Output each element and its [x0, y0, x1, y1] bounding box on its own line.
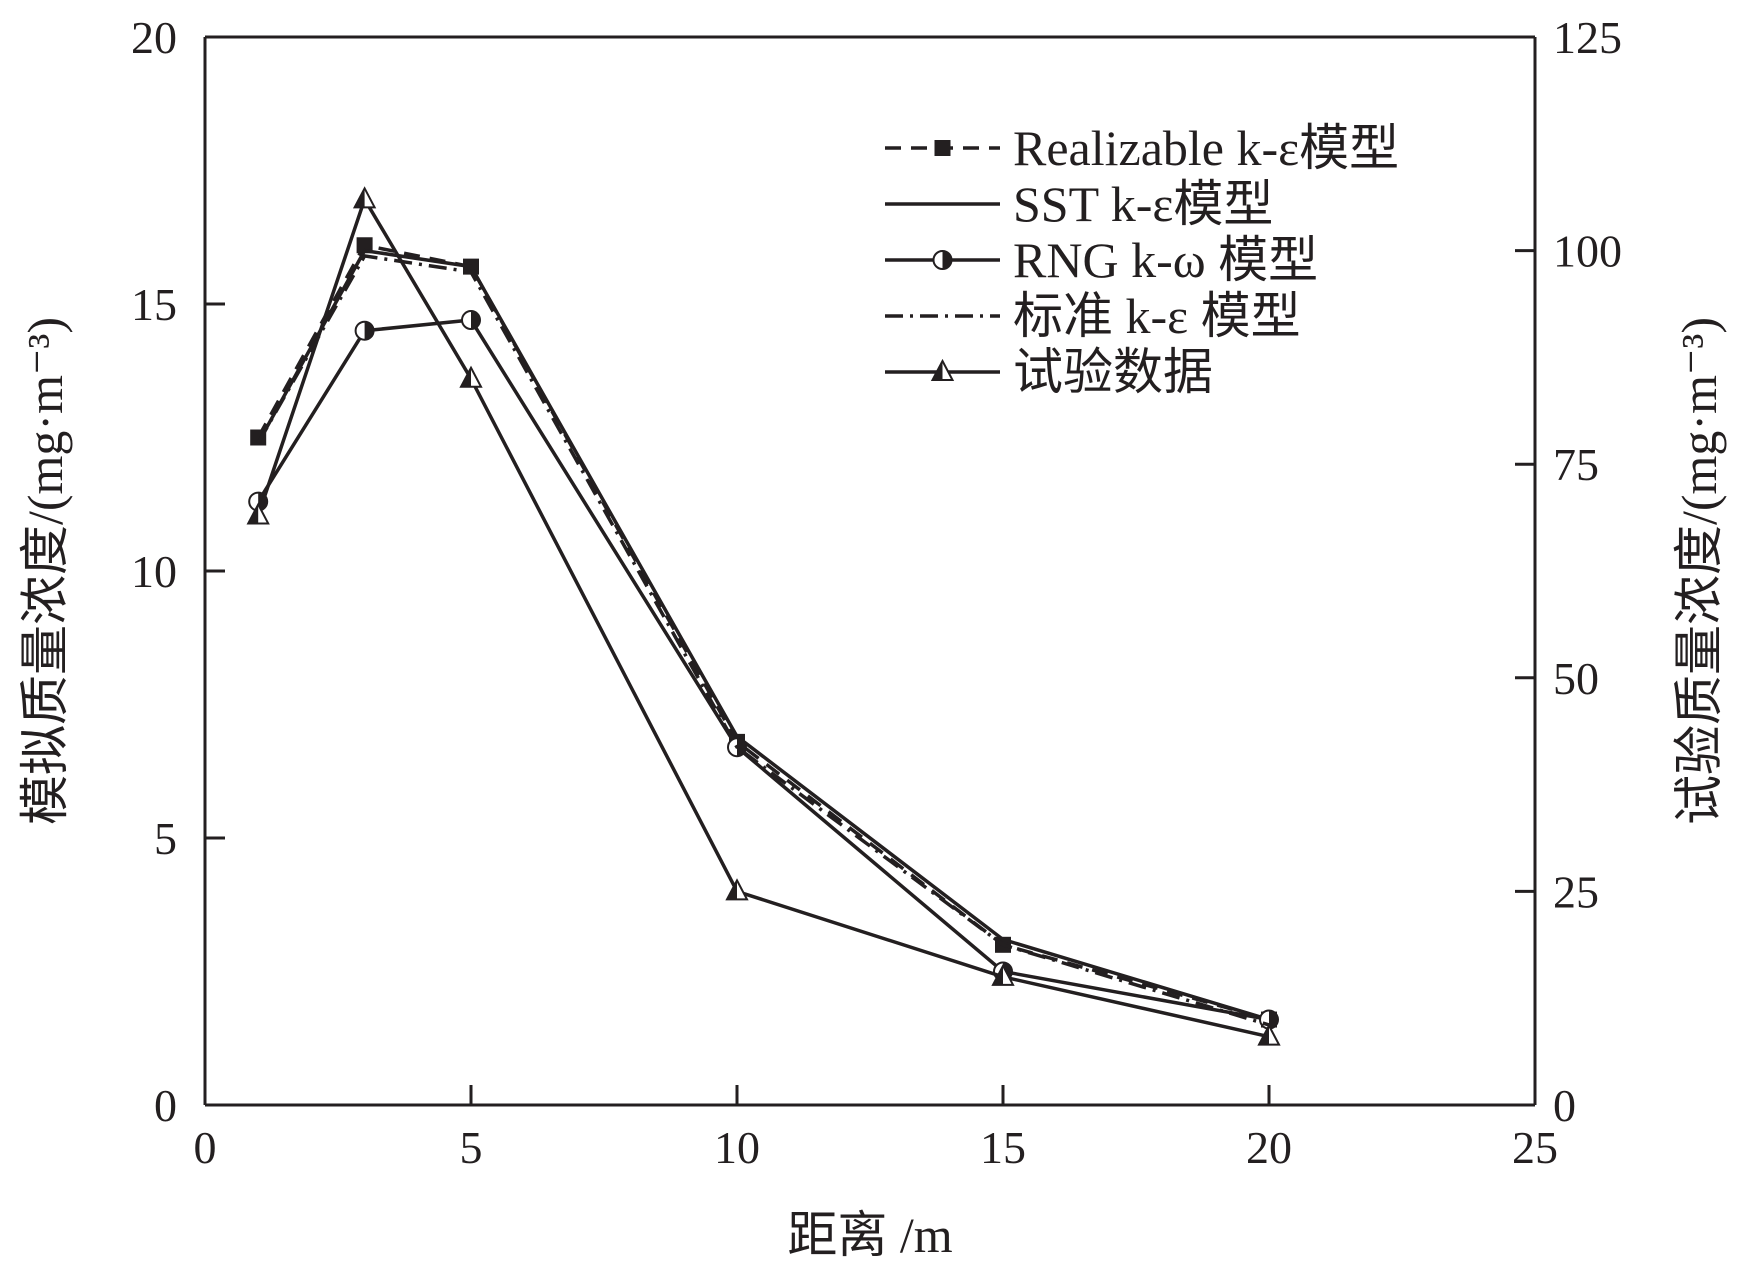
right-y-tick-label: 50 [1553, 653, 1599, 704]
series-line [256, 254, 1270, 1027]
series-4 [246, 186, 1281, 1046]
data-point [991, 963, 1015, 986]
left-y-tick-label: 15 [131, 279, 177, 330]
legend-item: Realizable k-ε模型 [885, 120, 1399, 176]
x-tick-label: 10 [714, 1122, 760, 1173]
legend-swatch-marker [932, 250, 953, 270]
series-layer [246, 186, 1281, 1046]
right-y-tick-label: 75 [1553, 439, 1599, 490]
left-y-tick-label: 20 [131, 12, 177, 63]
legend-label: 标准 k-ε 模型 [1013, 288, 1301, 344]
x-tick-label: 25 [1512, 1122, 1558, 1173]
legend-item: 标准 k-ε 模型 [885, 288, 1301, 344]
x-axis-title: 距离 /m [787, 1207, 952, 1263]
data-point [352, 186, 377, 209]
data-point [725, 878, 749, 901]
left-y-axis-title: 模拟质量浓度/(mg·m⁻³) [17, 317, 73, 825]
right-y-tick-label: 25 [1553, 866, 1599, 917]
legend-swatch-marker [930, 358, 955, 381]
x-tick-label: 15 [980, 1122, 1026, 1173]
series-3 [256, 254, 1270, 1027]
series-2 [248, 310, 1279, 1030]
right-y-tick-label: 100 [1553, 226, 1622, 277]
data-point [356, 237, 373, 254]
x-tick-label: 5 [460, 1122, 483, 1173]
series-1 [256, 248, 1270, 1022]
legend-item: 试验数据 [885, 344, 1213, 400]
series-line [256, 248, 1270, 1022]
x-tick-label: 0 [194, 1122, 217, 1173]
data-point [461, 310, 481, 331]
series-line [256, 318, 1270, 1022]
legend-label: Realizable k-ε模型 [1013, 120, 1399, 176]
x-tick-label: 20 [1246, 1122, 1292, 1173]
plot-area [203, 35, 1537, 1107]
legend-label: 试验数据 [1013, 344, 1213, 400]
left-y-tick-label: 0 [154, 1080, 177, 1131]
series-line [256, 195, 1270, 1039]
right-y-tick-label: 0 [1553, 1080, 1576, 1131]
data-point [1257, 1023, 1281, 1046]
data-point [459, 365, 483, 388]
right-y-axis-title: 试验质量浓度/(mg·m⁻³) [1671, 317, 1727, 825]
legend-label: RNG k-ω 模型 [1013, 232, 1318, 288]
right-y-tick-label: 125 [1553, 12, 1622, 63]
data-point [246, 502, 270, 525]
legend-item: SST k-ε模型 [885, 176, 1273, 232]
legend-item: RNG k-ω 模型 [885, 232, 1318, 288]
left-y-tick-label: 10 [131, 546, 177, 597]
left-y-tick-label: 5 [154, 813, 177, 864]
legend-swatch-marker [934, 140, 951, 156]
data-point [354, 320, 375, 341]
legend-label: SST k-ε模型 [1013, 176, 1273, 232]
